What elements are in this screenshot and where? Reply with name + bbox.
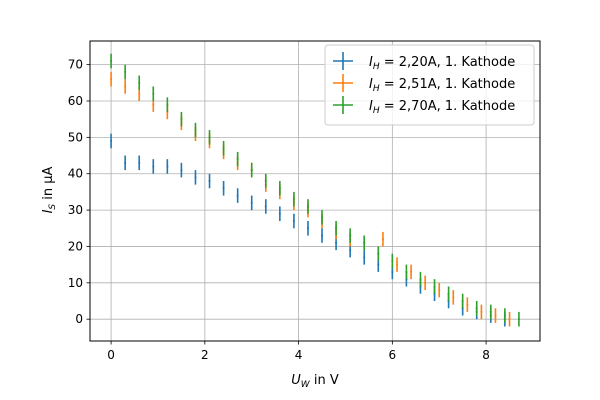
legend-item-2: IH = 2,51A, 1. Kathode <box>333 74 515 94</box>
y-tick-label: 50 <box>68 130 83 144</box>
data-point <box>452 290 455 305</box>
data-point <box>363 250 366 265</box>
y-tick-label: 0 <box>75 312 83 326</box>
data-point <box>180 162 183 178</box>
legend-marker <box>333 96 353 114</box>
plot-frame <box>89 40 541 342</box>
data-point <box>447 286 450 301</box>
y-tick-label: 30 <box>68 203 83 217</box>
data-point <box>517 311 520 327</box>
data-point <box>124 155 127 171</box>
data-point <box>363 235 366 251</box>
data-point <box>138 155 141 171</box>
data-point <box>349 228 352 243</box>
data-point <box>236 188 239 203</box>
data-point <box>466 297 469 312</box>
data-point <box>208 130 211 145</box>
data-point <box>480 304 483 320</box>
y-tick-label: 10 <box>68 276 83 290</box>
legend-label: IH = 2,70A, 1. Kathode <box>369 99 515 116</box>
data-point <box>138 75 141 91</box>
axis-ticks: 0 2 4 6 8 0 10 20 30 40 50 60 70 <box>68 58 490 362</box>
data-point <box>264 173 267 189</box>
y-tick-label: 60 <box>68 94 83 108</box>
legend-label: IH = 2,20A, 1. Kathode <box>369 55 515 72</box>
data-point <box>124 64 127 80</box>
data-point <box>278 206 281 221</box>
data-point <box>405 264 408 280</box>
data-point <box>335 221 338 236</box>
data-point <box>278 181 281 196</box>
data-point <box>292 191 295 207</box>
data-point <box>433 279 436 294</box>
data-point <box>321 210 323 225</box>
data-point <box>475 301 478 316</box>
legend-label: IH = 2,51A, 1. Kathode <box>369 77 515 94</box>
x-tick-label: 0 <box>107 348 115 362</box>
data-point <box>222 181 225 196</box>
data-point <box>124 79 127 94</box>
legend: IH = 2,20A, 1. Kathode IH = 2,51A, 1. Kat… <box>324 44 535 126</box>
data-point <box>292 213 295 229</box>
data-point <box>110 53 113 69</box>
data-point <box>166 97 169 112</box>
data-point <box>236 151 239 167</box>
data-point <box>208 173 211 189</box>
x-tick-label: 6 <box>389 348 397 362</box>
data-point <box>264 199 267 214</box>
data-point <box>321 228 323 243</box>
data-point <box>396 257 398 272</box>
series-3 <box>110 53 520 327</box>
data-point <box>222 141 225 156</box>
data-point <box>194 122 197 138</box>
data-point <box>391 253 394 269</box>
x-tick-label: 2 <box>201 348 209 362</box>
data-point <box>461 293 464 309</box>
data-point <box>419 271 422 287</box>
data-point <box>250 195 253 211</box>
data-point <box>166 159 169 174</box>
data-point <box>410 264 413 280</box>
y-tick-label: 70 <box>68 58 83 72</box>
x-tick-label: 4 <box>295 348 303 362</box>
data-point <box>377 246 380 261</box>
data-point <box>152 86 155 101</box>
data-point <box>110 71 113 87</box>
data-series <box>110 53 520 327</box>
legend-item-3: IH = 2,70A, 1. Kathode <box>333 96 515 116</box>
data-point <box>489 304 492 320</box>
data-point <box>110 133 113 149</box>
data-point <box>508 311 511 327</box>
data-point <box>152 159 155 174</box>
x-tick-label: 8 <box>482 348 490 362</box>
y-tick-label: 40 <box>68 167 83 181</box>
data-point <box>250 162 253 178</box>
y-axis-label: IS in µA <box>41 166 58 213</box>
x-axis-label: UW in V <box>291 373 339 390</box>
data-point <box>307 199 309 214</box>
legend-marker <box>333 52 353 70</box>
data-point <box>194 170 197 185</box>
series-1 <box>110 133 506 327</box>
legend-item-1: IH = 2,20A, 1. Kathode <box>333 52 515 72</box>
data-point <box>180 111 183 127</box>
y-tick-label: 20 <box>68 239 83 253</box>
legend-marker <box>333 74 353 92</box>
legend-box <box>324 44 535 126</box>
data-point <box>503 308 506 323</box>
data-point <box>424 275 427 291</box>
data-point <box>307 221 309 236</box>
data-point <box>494 308 497 323</box>
data-point <box>382 231 384 247</box>
data-point <box>438 282 441 298</box>
